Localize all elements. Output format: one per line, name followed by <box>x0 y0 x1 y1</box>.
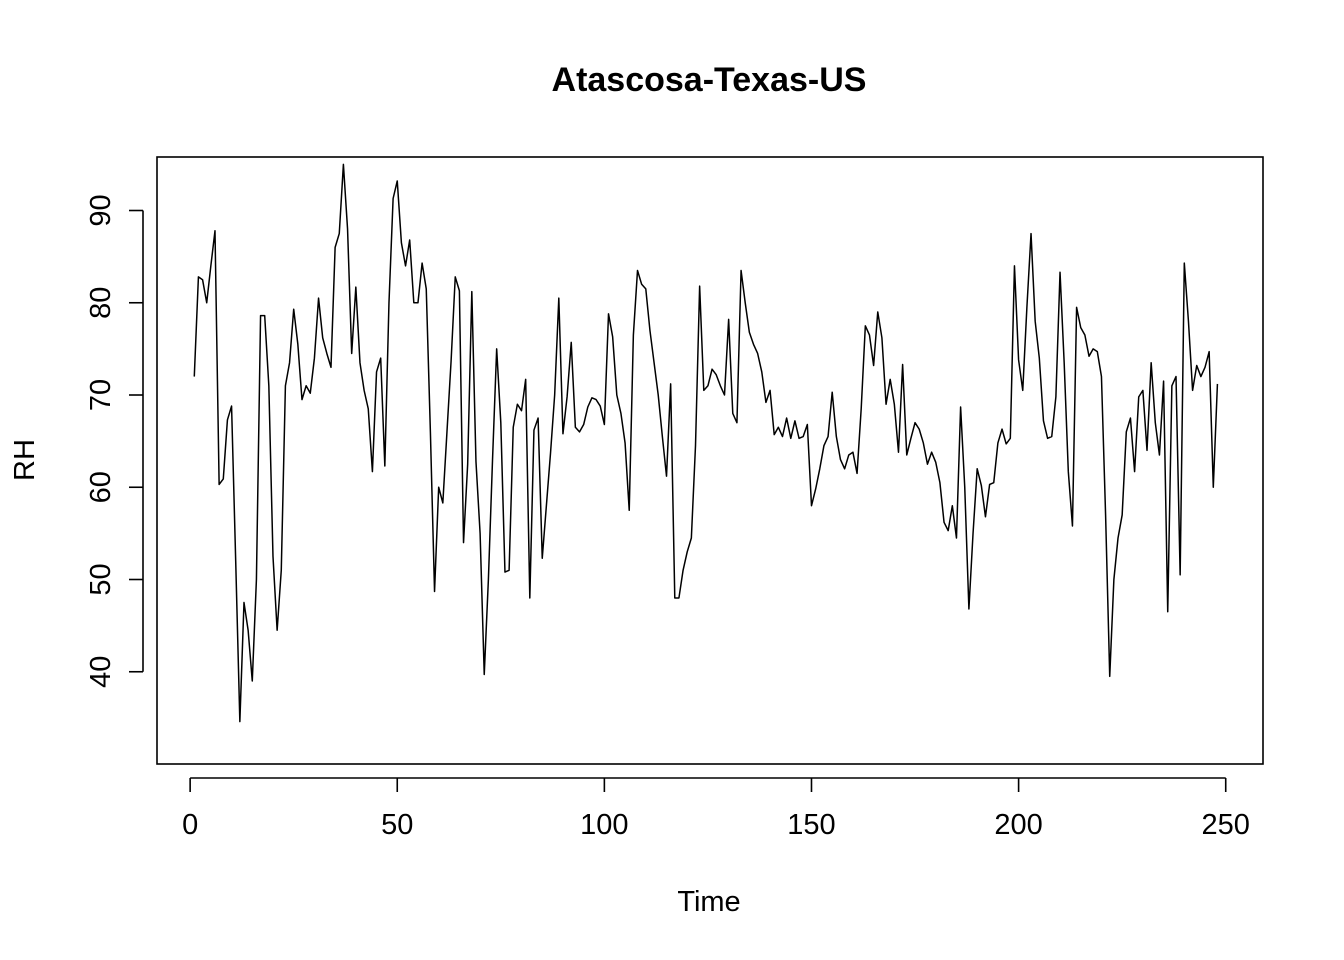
y-tick-label: 90 <box>85 194 117 226</box>
x-tick-label: 250 <box>1202 809 1250 841</box>
y-tick-label: 50 <box>85 563 117 595</box>
chart-title: Atascosa-Texas-US <box>552 61 867 99</box>
x-tick-label: 0 <box>182 809 198 841</box>
x-tick-label: 100 <box>580 809 628 841</box>
y-tick-label: 70 <box>85 379 117 411</box>
y-axis-label: RH <box>9 439 41 481</box>
x-axis: 0 50 100 150 200 250 <box>182 777 1250 841</box>
plot-frame <box>156 156 1264 765</box>
x-tick-label: 150 <box>787 809 835 841</box>
x-tick-label: 200 <box>994 809 1042 841</box>
y-tick-label: 80 <box>85 287 117 319</box>
x-axis-label: Time <box>677 886 740 918</box>
x-tick-label: 50 <box>381 809 413 841</box>
y-tick-label: 60 <box>85 471 117 503</box>
series-line <box>193 163 1219 723</box>
y-tick-label: 40 <box>85 656 117 688</box>
y-axis: 40 50 60 70 80 90 <box>85 194 144 688</box>
